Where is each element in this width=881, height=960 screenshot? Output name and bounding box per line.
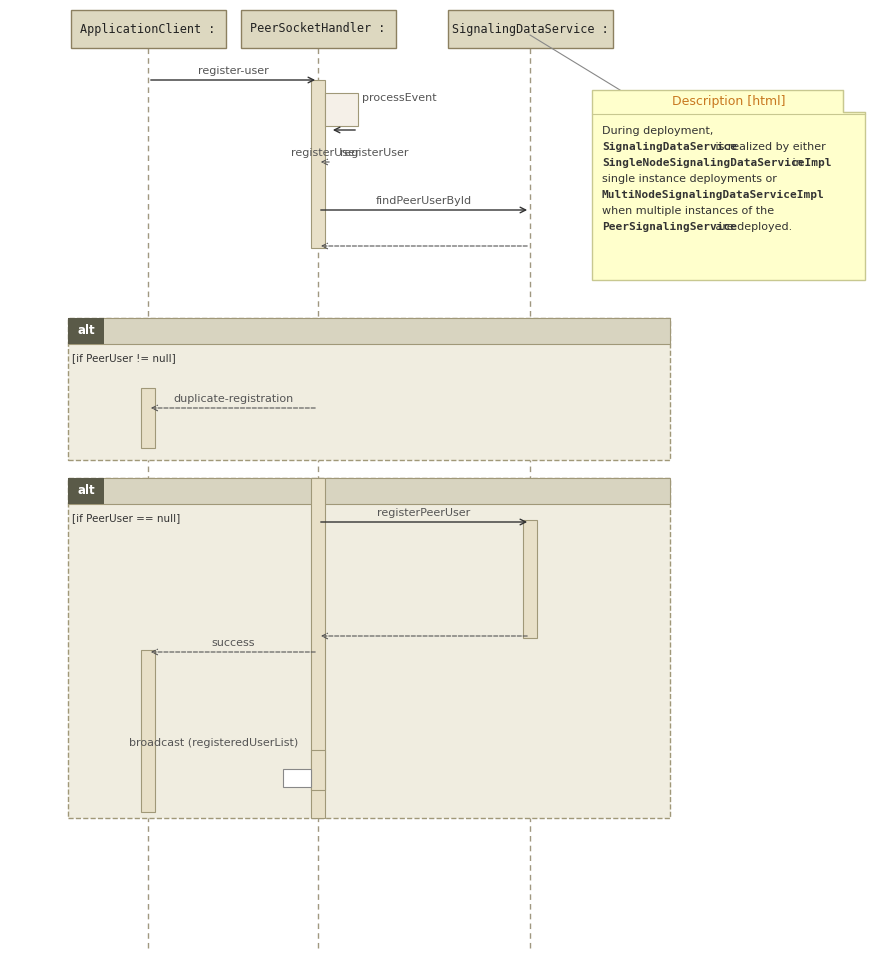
Text: SingleNodeSignalingDataServiceImpl: SingleNodeSignalingDataServiceImpl <box>602 158 832 168</box>
Text: are deployed.: are deployed. <box>712 222 792 232</box>
Text: registerUser: registerUser <box>291 148 359 158</box>
Bar <box>141 650 155 812</box>
Text: when multiple instances of the: when multiple instances of the <box>602 206 774 216</box>
Bar <box>448 10 612 48</box>
Text: processEvent: processEvent <box>362 93 437 103</box>
Text: During deployment,: During deployment, <box>602 126 714 136</box>
Text: SignalingDataService: SignalingDataService <box>602 142 737 152</box>
Bar <box>141 388 155 448</box>
Bar <box>70 10 226 48</box>
Bar <box>68 478 670 818</box>
Text: duplicate-registration: duplicate-registration <box>173 394 293 404</box>
Polygon shape <box>592 90 865 280</box>
Bar <box>523 520 537 638</box>
Text: registerUser: registerUser <box>340 148 409 158</box>
Text: ApplicationClient :: ApplicationClient : <box>80 22 216 36</box>
Text: PeerSocketHandler :: PeerSocketHandler : <box>250 22 386 36</box>
Text: registerPeerUser: registerPeerUser <box>377 508 470 518</box>
Text: alt: alt <box>78 485 95 497</box>
Bar <box>311 80 325 248</box>
Bar <box>325 93 358 126</box>
Text: [if PeerUser != null]: [if PeerUser != null] <box>72 353 175 363</box>
Text: alt: alt <box>78 324 95 338</box>
Text: broadcast (registeredUserList): broadcast (registeredUserList) <box>129 738 298 748</box>
Bar <box>68 478 104 504</box>
Text: success: success <box>211 638 255 648</box>
Bar <box>311 478 325 818</box>
Text: PeerSignalingService: PeerSignalingService <box>602 222 737 232</box>
Bar <box>283 769 311 787</box>
Bar <box>68 318 670 344</box>
Bar <box>68 318 104 344</box>
Text: is realized by either: is realized by either <box>712 142 825 152</box>
Text: [if PeerUser == null]: [if PeerUser == null] <box>72 513 181 523</box>
Text: register-user: register-user <box>197 66 269 76</box>
Text: in: in <box>789 158 803 168</box>
Text: findPeerUserById: findPeerUserById <box>376 196 472 206</box>
Bar <box>68 478 670 504</box>
Text: Description [html]: Description [html] <box>671 95 785 108</box>
Text: MultiNodeSignalingDataServiceImpl: MultiNodeSignalingDataServiceImpl <box>602 190 825 200</box>
Bar <box>311 750 325 790</box>
Bar <box>68 318 670 460</box>
Text: SignalingDataService :: SignalingDataService : <box>452 22 609 36</box>
Bar <box>241 10 396 48</box>
Text: single instance deployments or: single instance deployments or <box>602 174 777 184</box>
